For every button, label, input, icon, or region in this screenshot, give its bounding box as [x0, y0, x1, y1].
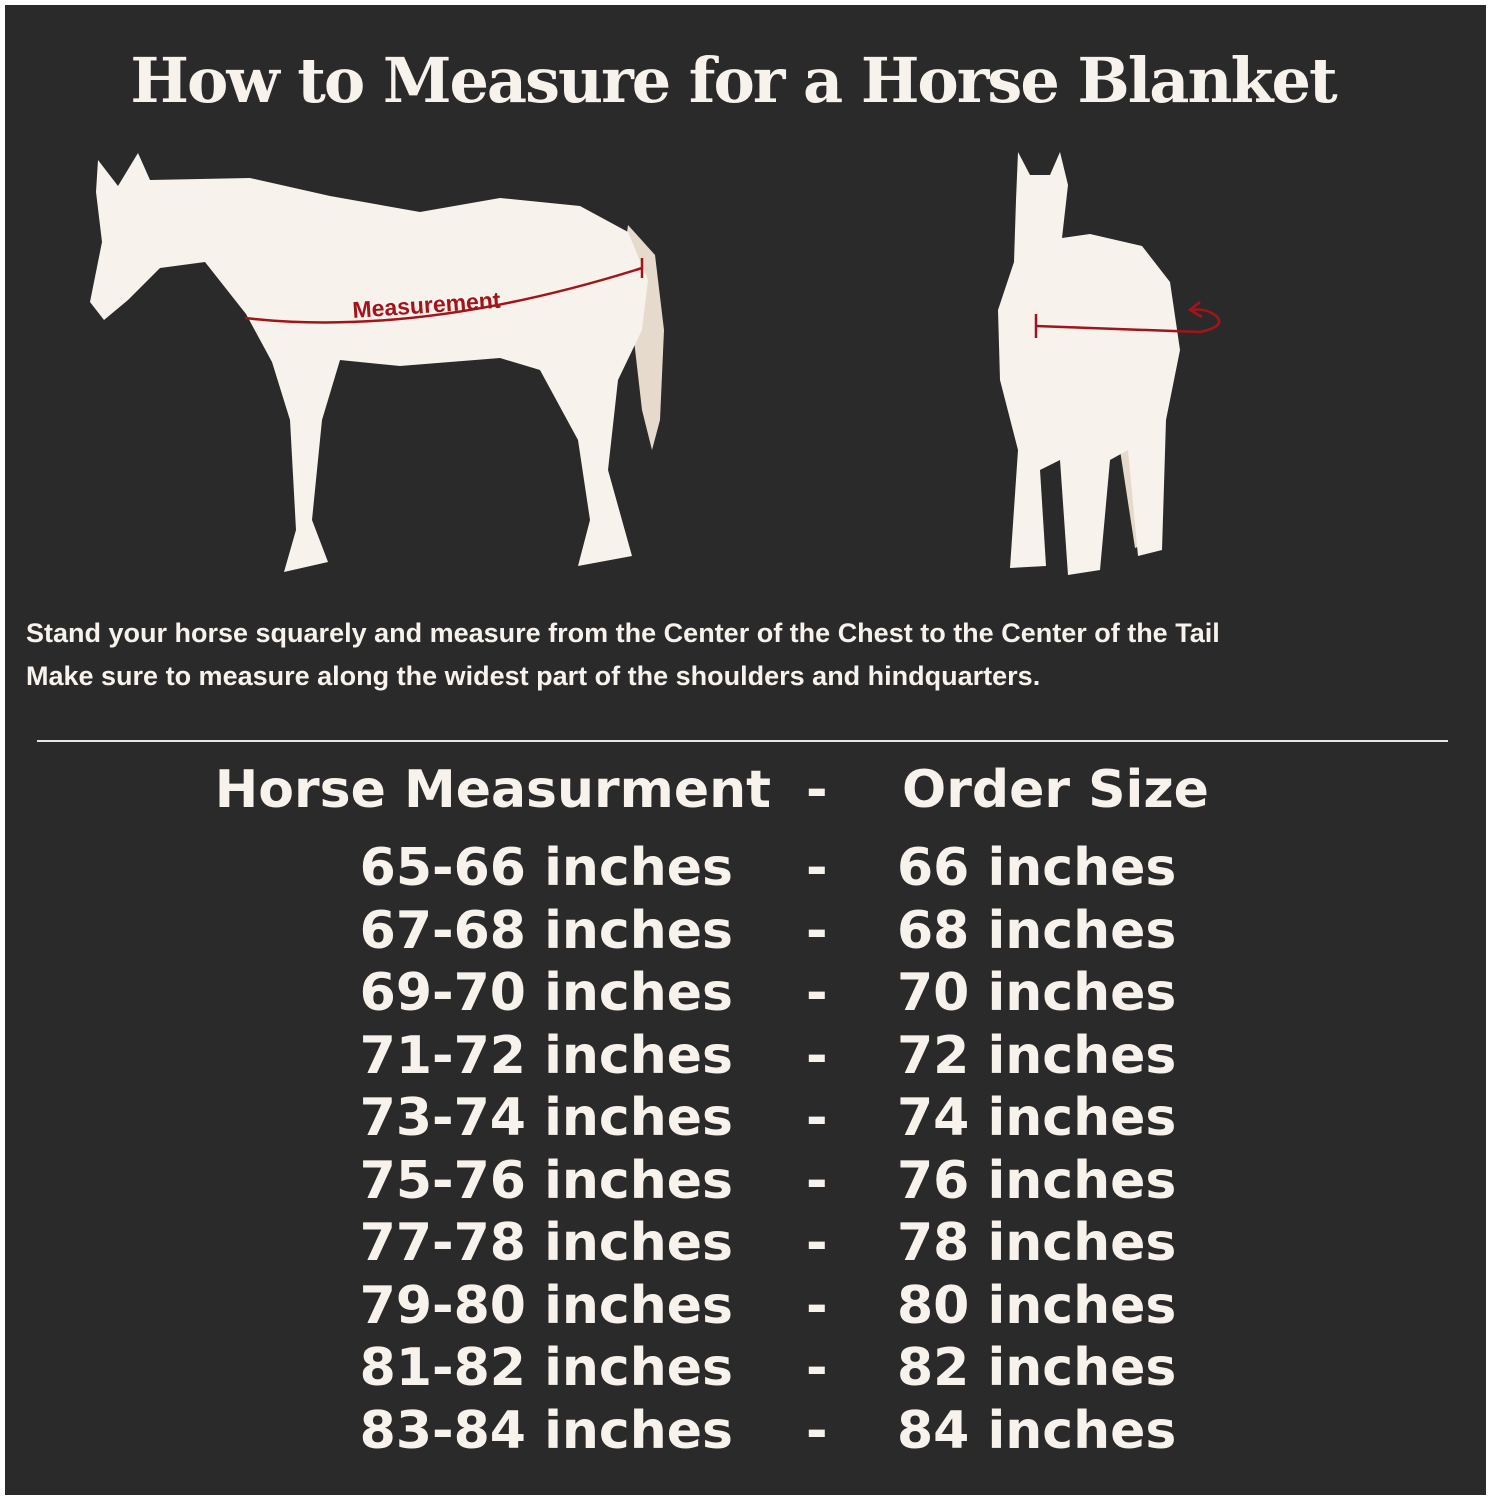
horse-measurement-cell: 81-82 inches — [359, 1338, 733, 1398]
table-row: 65-66 inches - 66 inches — [0, 838, 1491, 900]
header-separator: - — [806, 760, 828, 820]
order-size-cell: 76 inches — [897, 1150, 1177, 1211]
horse-measurement-cell: 83-84 inches — [359, 1400, 733, 1461]
side-horse-body — [90, 153, 648, 572]
separator: - — [806, 1150, 828, 1211]
girth-line — [1035, 308, 1221, 334]
side-view-horse: Measurement — [90, 153, 664, 572]
separator: - — [806, 1338, 828, 1398]
horse-measurement-cell: 69-70 inches — [359, 963, 733, 1023]
front-horse-body — [998, 152, 1180, 575]
separator: - — [806, 1088, 828, 1148]
header-order-size: Order Size — [902, 760, 1209, 820]
separator: - — [806, 838, 828, 898]
horse-diagrams: Measurement — [90, 152, 1221, 575]
horse-measurement-cell: 73-74 inches — [359, 1088, 733, 1148]
front-view-horse — [998, 152, 1221, 575]
horse-measurement-cell: 71-72 inches — [359, 1025, 733, 1086]
separator: - — [806, 1025, 828, 1086]
separator: - — [806, 1400, 828, 1461]
horse-measurement-cell: 67-68 inches — [359, 900, 733, 961]
table-row: 73-74 inches - 74 inches — [0, 1088, 1491, 1150]
table-row: 77-78 inches - 78 inches — [0, 1213, 1491, 1275]
separator: - — [806, 1275, 828, 1336]
order-size-cell: 78 inches — [897, 1213, 1177, 1273]
horse-measurement-cell: 65-66 inches — [359, 838, 733, 898]
table-header: Horse Measurment - Order Size — [0, 760, 1491, 822]
table-row: 71-72 inches - 72 inches — [0, 1026, 1491, 1088]
table-row: 83-84 inches - 84 inches — [0, 1401, 1491, 1463]
order-size-cell: 74 inches — [897, 1088, 1177, 1148]
horse-measurement-cell: 77-78 inches — [359, 1213, 733, 1273]
separator: - — [806, 1213, 828, 1273]
order-size-cell: 68 inches — [897, 900, 1177, 961]
horse-measurement-cell: 75-76 inches — [359, 1150, 733, 1211]
table-row: 67-68 inches - 68 inches — [0, 901, 1491, 963]
order-size-cell: 80 inches — [897, 1275, 1177, 1336]
order-size-cell: 84 inches — [897, 1400, 1177, 1461]
divider — [37, 740, 1448, 742]
order-size-cell: 72 inches — [897, 1025, 1177, 1086]
instruction-line: Stand your horse squarely and measure fr… — [26, 618, 1220, 648]
page-title: How to Measure for a Horse Blanket — [130, 44, 1337, 117]
order-size-cell: 70 inches — [897, 963, 1177, 1023]
separator: - — [806, 963, 828, 1023]
horse-measurement-cell: 79-80 inches — [359, 1275, 733, 1336]
table-row: 69-70 inches - 70 inches — [0, 963, 1491, 1025]
measurement-line — [244, 266, 643, 324]
table-row: 81-82 inches - 82 inches — [0, 1338, 1491, 1400]
table-row: 79-80 inches - 80 inches — [0, 1276, 1491, 1338]
arrow-icon — [1187, 301, 1203, 319]
order-size-cell: 82 inches — [897, 1338, 1177, 1398]
instruction-line: Make sure to measure along the widest pa… — [26, 661, 1041, 691]
table-row: 75-76 inches - 76 inches — [0, 1151, 1491, 1213]
order-size-cell: 66 inches — [897, 838, 1177, 898]
separator: - — [806, 900, 828, 961]
header-measurement: Horse Measurment — [214, 760, 771, 820]
